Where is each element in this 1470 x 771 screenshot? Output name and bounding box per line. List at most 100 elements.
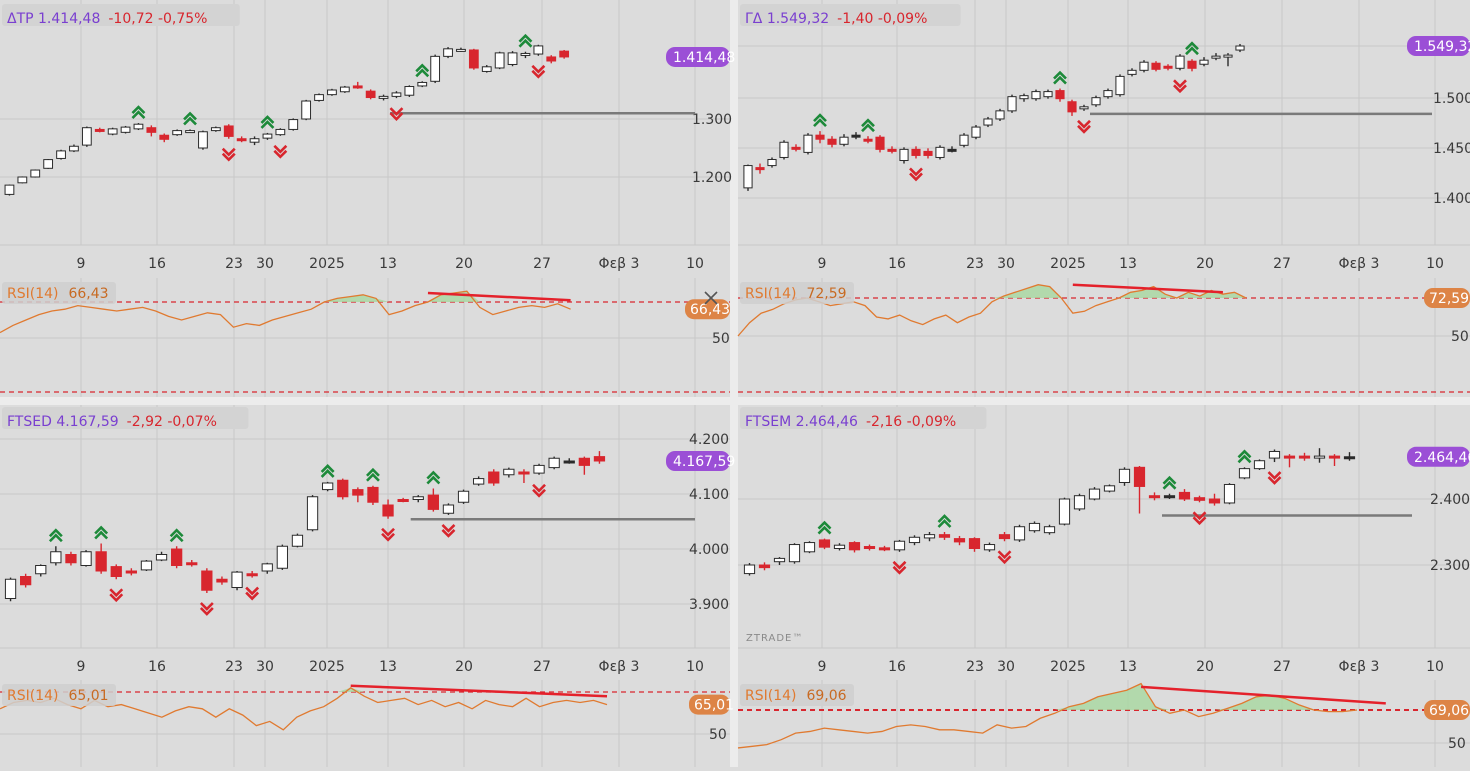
candle	[1088, 487, 1101, 501]
candle	[959, 133, 969, 148]
candle	[1115, 74, 1125, 97]
candle	[69, 144, 79, 153]
candle	[80, 550, 92, 567]
rsi-divergence-line	[1072, 283, 1223, 294]
sell-signal-icon	[389, 107, 404, 121]
candle	[430, 54, 441, 84]
candle	[983, 116, 993, 128]
x-tick-label: 30	[997, 659, 1015, 675]
candle	[261, 562, 273, 574]
candle	[851, 132, 861, 140]
candle	[533, 463, 545, 475]
candle	[367, 485, 379, 505]
rsi-label[interactable]: RSI(14) 66,43	[2, 282, 116, 304]
candle	[998, 532, 1011, 542]
candle	[899, 147, 909, 164]
candle	[50, 546, 62, 566]
rsi-label[interactable]: RSI(14) 65,01	[2, 684, 116, 706]
candle	[1028, 521, 1041, 533]
candle	[494, 51, 505, 70]
x-tick-label: Φεβ 3	[599, 659, 640, 675]
candle	[833, 543, 846, 551]
candle	[20, 573, 32, 588]
buy-signal-icon	[1237, 449, 1252, 464]
candle	[1253, 459, 1266, 470]
candle	[1223, 53, 1233, 67]
candle	[236, 136, 247, 143]
svg-text:ΓΔ 1.549,32-1,40 -0,09%: ΓΔ 1.549,32 -1,40 -0,09%	[745, 11, 927, 27]
candle	[322, 481, 334, 492]
candle	[397, 497, 409, 503]
sell-signal-icon	[997, 550, 1012, 565]
candle	[81, 126, 92, 147]
sell-signal-icon	[1192, 511, 1207, 526]
horizontal-divider	[0, 397, 1470, 405]
candle	[923, 532, 936, 542]
candle	[815, 131, 825, 144]
close-icon[interactable]	[704, 291, 718, 305]
sell-signal-icon	[1173, 79, 1187, 94]
instrument-title[interactable]: FTSED 4.167,59 -2,92 -0,07%	[2, 407, 249, 430]
rsi-label[interactable]: RSI(14) 72,59	[740, 282, 854, 304]
candle	[1208, 493, 1221, 506]
candle	[593, 451, 606, 464]
candle	[456, 47, 466, 52]
x-tick-label: 2025	[309, 659, 345, 675]
candle	[1091, 95, 1101, 107]
sell-signal-icon	[273, 144, 288, 159]
rsi-overbought-area	[992, 284, 1246, 298]
candle	[427, 488, 439, 512]
instrument-title[interactable]: ΔΤΡ 1.414,48 -10,72 -0,75%	[2, 4, 240, 27]
candle	[1175, 54, 1185, 71]
instrument-title[interactable]: ΓΔ 1.549,32 -1,40 -0,09%	[740, 4, 961, 27]
candle	[893, 539, 906, 552]
candle	[743, 164, 753, 191]
candle	[468, 48, 479, 70]
x-tick-label: 23	[966, 659, 984, 675]
y-tick-label: 1.450	[1433, 141, 1470, 157]
candle	[983, 542, 996, 552]
candle	[779, 140, 789, 160]
candle	[848, 541, 861, 553]
x-tick-label: 20	[1196, 256, 1214, 272]
rsi-overbought-area	[337, 687, 365, 692]
svg-text:1.414,48: 1.414,48	[673, 50, 735, 66]
candle	[1058, 497, 1071, 526]
candle	[291, 533, 304, 548]
chart-panel-ftsem: 9 16 23 30 2025 13 20 27 Φεβ 3 10 2.400 2.300 FTSEM …	[737, 405, 1470, 767]
candle	[1073, 493, 1086, 511]
candle	[578, 456, 590, 475]
candle	[1139, 60, 1149, 73]
instrument-change: -1,40 -0,09%	[837, 11, 927, 27]
buy-signal-icon	[518, 33, 533, 48]
buy-signal-icon	[320, 464, 335, 478]
instrument-title[interactable]: FTSEM 2.464,46 -2,16 -0,09%	[740, 407, 987, 430]
x-tick-label: 16	[888, 659, 906, 675]
y-tick-label: 4.000	[689, 542, 729, 558]
candle	[133, 123, 144, 131]
candle	[1235, 43, 1245, 53]
candle	[1187, 59, 1197, 72]
candle	[4, 577, 17, 602]
candle	[968, 537, 981, 552]
candle	[1328, 454, 1341, 466]
candle	[107, 127, 118, 136]
candle	[758, 562, 771, 571]
y-tick-label: 4.100	[689, 487, 729, 503]
x-tick-label: 23	[225, 256, 243, 272]
rsi-label[interactable]: RSI(14) 69,06	[740, 684, 854, 706]
candle	[246, 571, 258, 578]
buy-signal-icon	[415, 63, 430, 78]
candle	[563, 458, 575, 464]
candle	[1298, 452, 1311, 461]
y-tick-label: 2.400	[1430, 492, 1470, 508]
candle	[1043, 524, 1056, 535]
candle	[559, 49, 570, 59]
candle	[875, 135, 885, 153]
sell-signal-icon	[1077, 119, 1091, 134]
x-tick-label: 13	[379, 256, 397, 272]
x-tick-label: 16	[888, 256, 906, 272]
x-tick-label: 20	[1196, 659, 1214, 675]
